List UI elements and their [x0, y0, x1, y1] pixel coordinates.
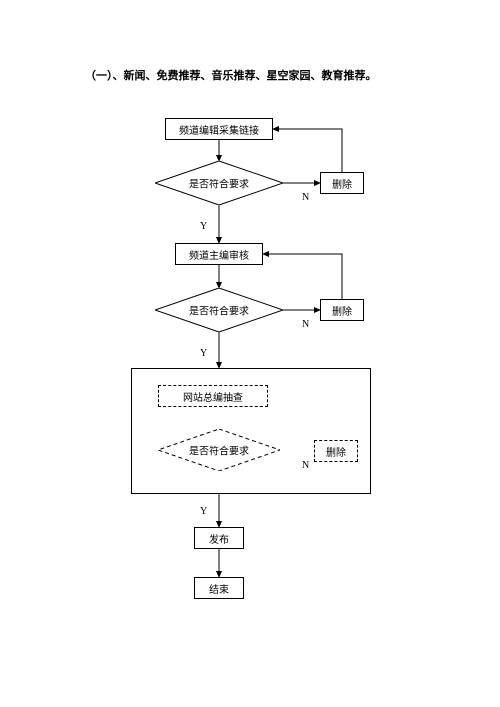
process-collect-links: 频道编辑采集链接	[165, 118, 273, 140]
process-delete-1: 删除	[320, 172, 364, 194]
node-label: 删除	[332, 303, 352, 318]
flowchart-lines	[0, 0, 500, 707]
label-yes-2: Y	[200, 348, 207, 359]
label-no-2: N	[302, 319, 309, 330]
process-publish: 发布	[194, 527, 244, 549]
node-label: 发布	[209, 531, 229, 546]
label-no-1: N	[302, 192, 309, 203]
label-yes-3: Y	[200, 506, 207, 517]
page-title: （一）、新闻、免费推荐、音乐推荐、星空家园、教育推荐。	[85, 67, 377, 83]
decision-meets-req-1: 是否符合要求	[155, 161, 283, 205]
process-spot-check: 网站总编抽查	[158, 385, 268, 407]
process-chief-review: 频道主编审核	[175, 243, 263, 265]
node-label: 是否符合要求	[155, 303, 283, 318]
node-label: 频道编辑采集链接	[179, 122, 259, 137]
process-end: 结束	[194, 577, 244, 599]
node-label: 是否符合要求	[155, 176, 283, 191]
process-delete-3: 删除	[314, 440, 358, 462]
node-label: 是否符合要求	[158, 443, 280, 458]
decision-meets-req-3: 是否符合要求	[158, 429, 280, 471]
node-label: 删除	[326, 444, 346, 459]
node-label: 结束	[209, 581, 229, 596]
node-label: 删除	[332, 176, 352, 191]
node-label: 网站总编抽查	[183, 389, 243, 404]
node-label: 频道主编审核	[189, 247, 249, 262]
decision-meets-req-2: 是否符合要求	[155, 288, 283, 332]
process-delete-2: 删除	[320, 299, 364, 321]
label-no-3: N	[302, 460, 309, 471]
label-yes-1: Y	[200, 221, 207, 232]
